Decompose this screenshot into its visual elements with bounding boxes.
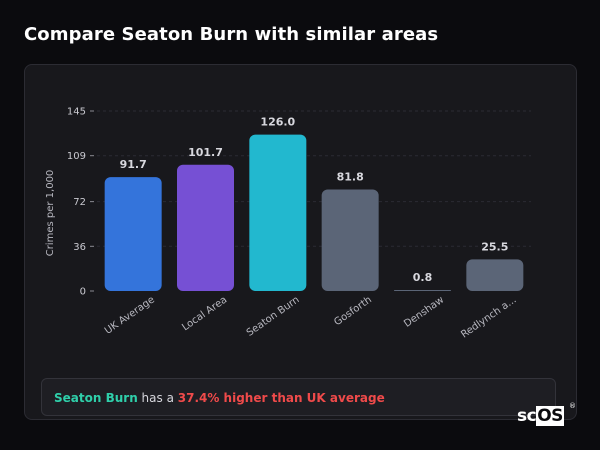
- bar-chart: Crimes per 1,000 0 36 72 109 145 91.7 UK Averag…: [45, 107, 531, 341]
- x-tick-label: Redlynch a...: [459, 294, 518, 340]
- logo-prefix: sc: [517, 406, 537, 426]
- bar-value-label: 126.0: [260, 116, 295, 129]
- registered-mark: ®: [569, 402, 576, 410]
- y-tick-label: 36: [73, 242, 86, 253]
- bar-value-label: 91.7: [120, 158, 147, 171]
- bar-gosforth: [321, 189, 379, 291]
- y-tick-label: 109: [67, 151, 86, 162]
- chart-card: Crimes per 1,000 0 36 72 109 145 91.7 UK Averag…: [24, 64, 577, 420]
- bar-denshaw: [394, 290, 451, 292]
- bar-seaton-burn: [249, 134, 307, 291]
- logo-box-text: OS: [536, 406, 564, 426]
- summary-comparison-text: 37.4% higher than UK average: [177, 391, 385, 405]
- bar-value-label: 0.8: [413, 271, 433, 284]
- x-tick-label: Denshaw: [402, 294, 446, 329]
- comparison-summary: Seaton Burn has a 37.4% higher than UK a…: [41, 378, 556, 416]
- scos-logo: scOS ®: [517, 402, 576, 426]
- x-tick-label: Local Area: [180, 294, 229, 333]
- bar-value-label: 101.7: [188, 146, 223, 159]
- summary-connector-text: has a: [137, 391, 178, 405]
- summary-area-name: Seaton Burn: [54, 391, 138, 405]
- x-tick-label: UK Average: [103, 294, 157, 336]
- y-tick-label: 72: [73, 197, 86, 208]
- bar-uk-average: [104, 177, 162, 291]
- x-tick-label: Gosforth: [332, 294, 374, 328]
- x-tick-label: Seaton Burn: [245, 294, 302, 338]
- page-title: Compare Seaton Burn with similar areas: [24, 24, 439, 45]
- y-tick-label: 145: [67, 107, 86, 118]
- y-tick-label: 0: [80, 287, 86, 298]
- y-axis-label: Crimes per 1,000: [45, 170, 56, 257]
- bar-value-label: 81.8: [337, 170, 364, 183]
- bar-redlynch-a: [466, 259, 524, 291]
- bar-local-area: [177, 164, 234, 291]
- bar-value-label: 25.5: [481, 240, 508, 253]
